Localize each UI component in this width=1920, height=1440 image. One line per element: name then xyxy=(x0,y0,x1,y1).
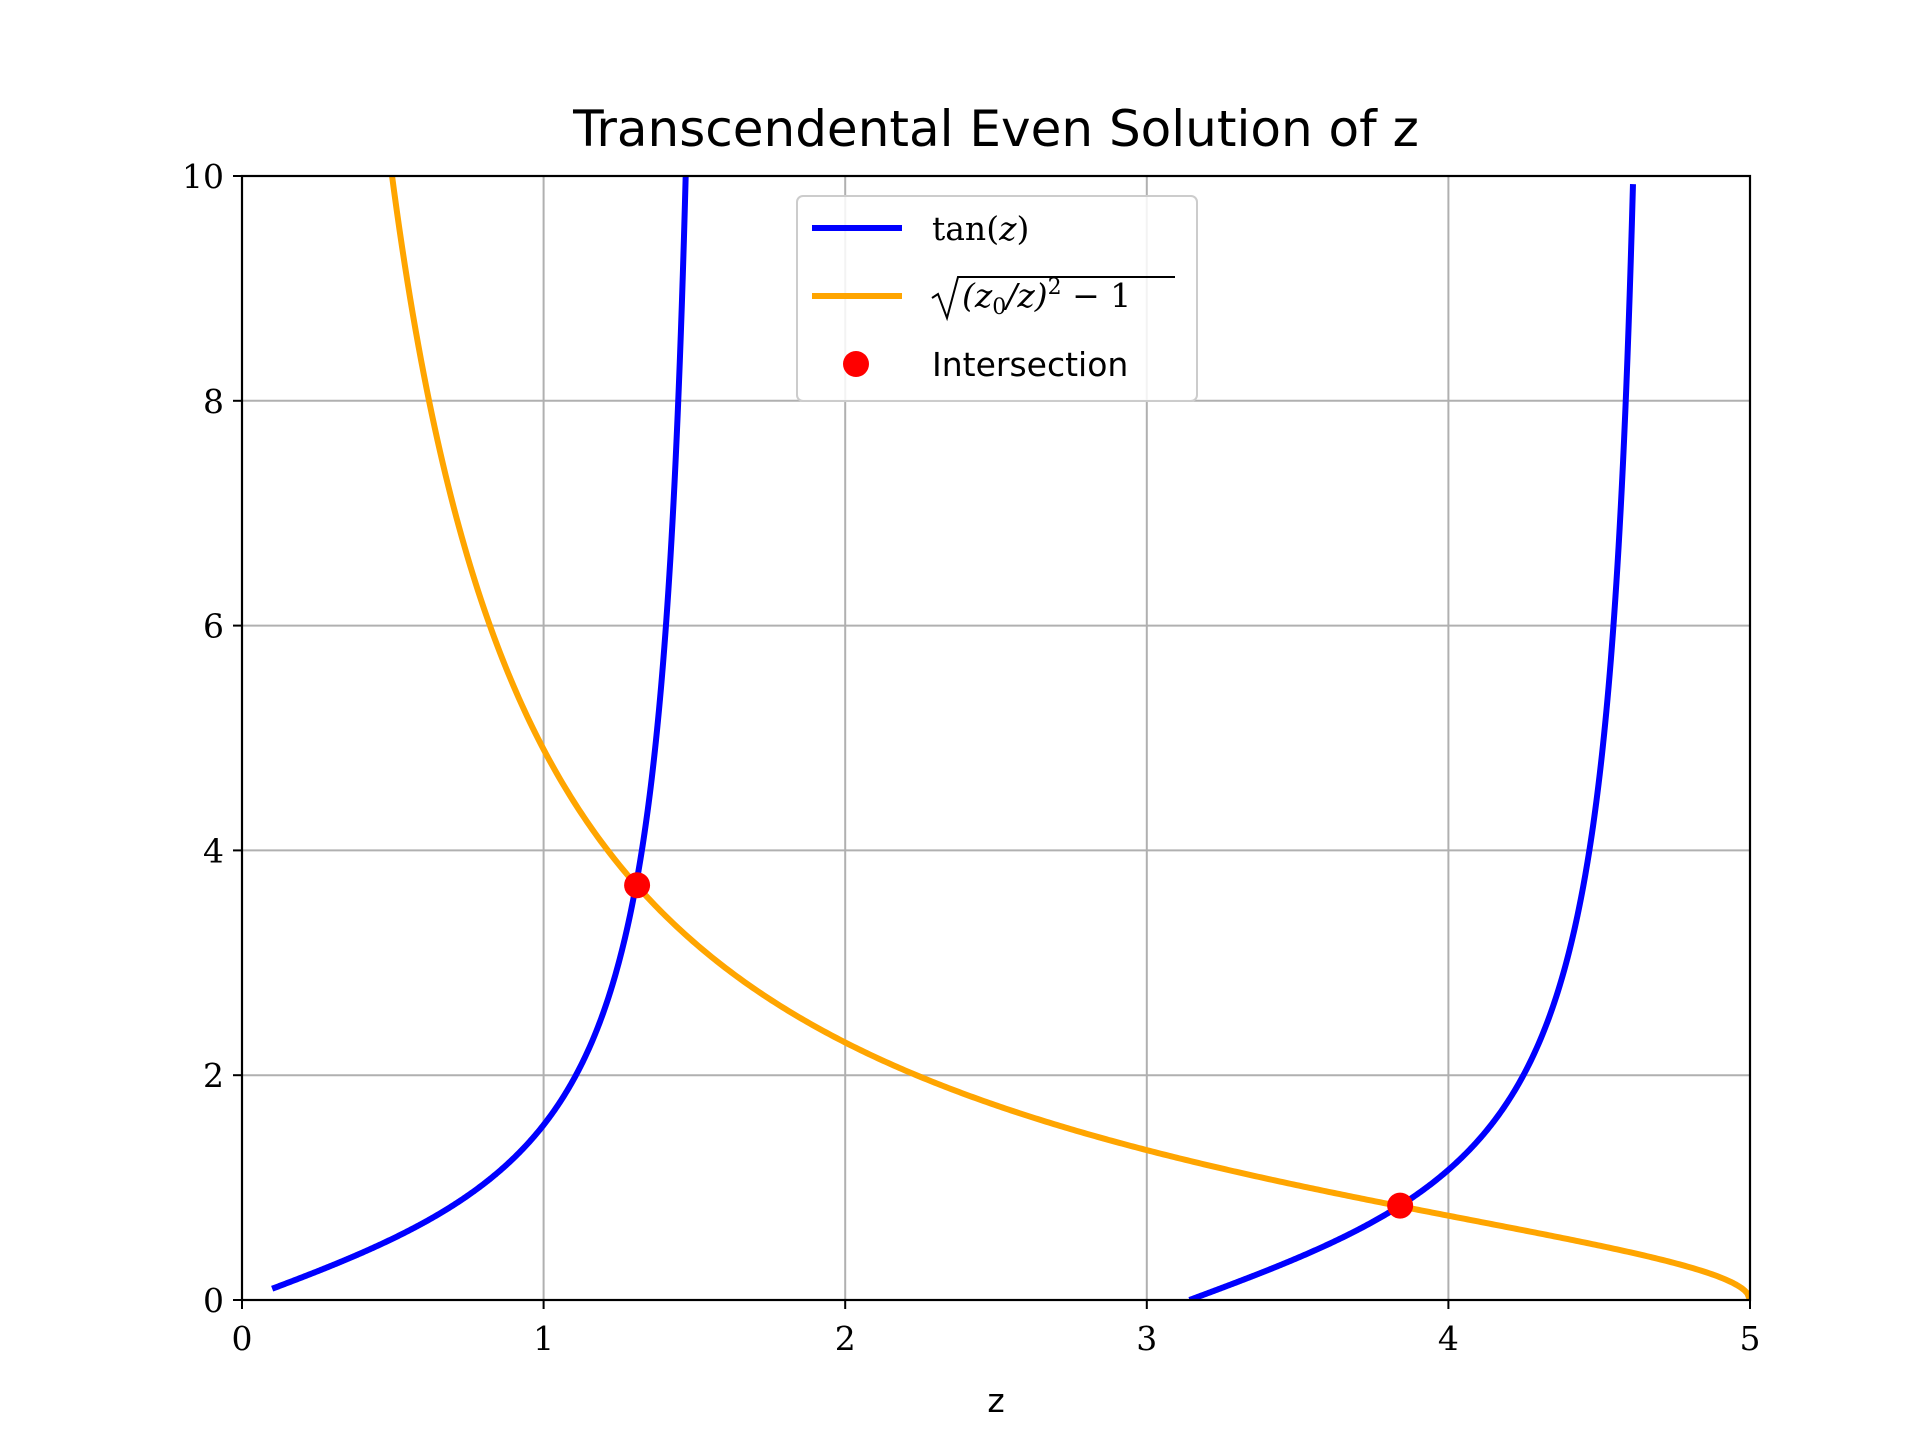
svg-text:(z0/z)2 − 1: (z0/z)2 − 1 xyxy=(962,275,1131,320)
tan-curve-branch-2 xyxy=(1187,184,1636,1300)
radical-sign-icon xyxy=(931,276,1175,322)
x-tick-label: 2 xyxy=(835,1319,856,1358)
y-tick-label: 10 xyxy=(182,157,224,196)
x-tick-label: 4 xyxy=(1438,1319,1459,1358)
x-tick-label: 3 xyxy=(1136,1319,1157,1358)
legend-sqrt-label: (z0/z)2 − 1 xyxy=(931,275,1175,322)
plot-frame xyxy=(240,174,1752,1302)
axis-ticks: 0 1 2 3 4 5 0 2 4 6 8 10 xyxy=(182,157,1761,1358)
y-tick-label: 2 xyxy=(203,1056,224,1095)
legend-intersection-marker xyxy=(843,351,869,377)
y-tick-label: 4 xyxy=(203,831,224,870)
legend: tan(z) (z0/z)2 − 1 Intersection xyxy=(796,195,1198,402)
x-axis-label: z xyxy=(987,1381,1004,1420)
x-tick-label: 0 xyxy=(232,1319,253,1358)
intersection-point xyxy=(1387,1192,1414,1219)
legend-tan-label: tan(z) xyxy=(932,209,1029,248)
legend-intersection-label: Intersection xyxy=(932,345,1128,384)
x-tick-label: 5 xyxy=(1740,1319,1761,1358)
sqrt-curve xyxy=(389,176,1750,1300)
tan-curve-branch-1 xyxy=(270,176,689,1292)
series-layer xyxy=(270,176,1750,1300)
intersection-points xyxy=(624,872,1414,1219)
legend-box xyxy=(796,195,1198,402)
x-tick-label: 1 xyxy=(533,1319,554,1358)
y-tick-label: 8 xyxy=(203,382,224,421)
intersection-point xyxy=(624,872,651,899)
y-tick-label: 6 xyxy=(203,607,224,646)
chart-title: Transcendental Even Solution of z xyxy=(572,100,1419,158)
y-tick-label: 0 xyxy=(203,1281,224,1320)
